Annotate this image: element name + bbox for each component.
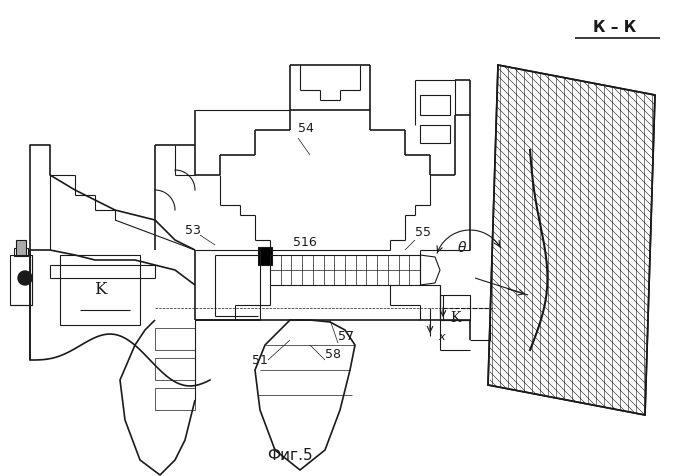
Text: Фиг.5: Фиг.5 [267, 447, 313, 463]
Text: K: K [450, 311, 460, 325]
Bar [420, 95, 450, 115]
Bar [155, 328, 195, 350]
Text: 58: 58 [325, 348, 341, 361]
Text: θ: θ [458, 241, 466, 255]
Text: 55: 55 [415, 226, 431, 238]
Bar [155, 358, 195, 380]
Bar [258, 247, 272, 265]
Text: К – К: К – К [594, 20, 636, 36]
Text: 57: 57 [338, 330, 354, 344]
Text: 54: 54 [298, 121, 314, 135]
Text: 51: 51 [252, 354, 268, 367]
Bar [14, 248, 28, 256]
Text: 53: 53 [185, 224, 201, 237]
Bar [10, 255, 32, 305]
Text: 516: 516 [293, 237, 317, 249]
Bar [155, 388, 195, 410]
Bar [60, 255, 140, 325]
Bar [16, 240, 26, 255]
Polygon shape [488, 65, 655, 415]
Text: K: K [94, 281, 106, 298]
Bar [440, 295, 470, 320]
Circle shape [18, 271, 32, 285]
Text: x: x [438, 332, 444, 342]
Bar [420, 125, 450, 143]
